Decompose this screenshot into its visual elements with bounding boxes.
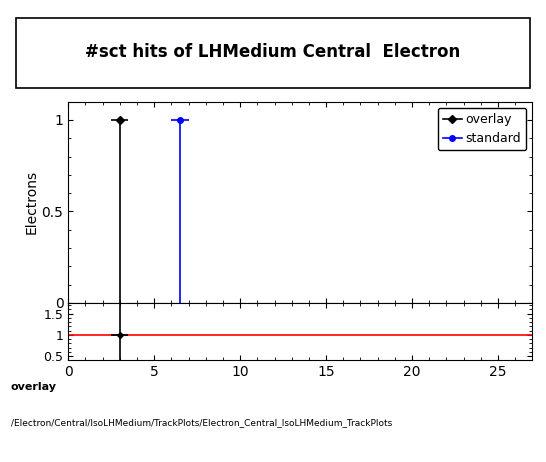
FancyBboxPatch shape xyxy=(16,18,530,88)
Text: #sct hits of LHMedium Central  Electron: #sct hits of LHMedium Central Electron xyxy=(85,43,461,61)
Text: /Electron/Central/IsoLHMedium/TrackPlots/Electron_Central_IsoLHMedium_TrackPlots: /Electron/Central/IsoLHMedium/TrackPlots… xyxy=(11,418,392,427)
Legend: overlay, standard: overlay, standard xyxy=(438,108,526,150)
Text: overlay: overlay xyxy=(11,383,57,392)
Y-axis label: Electrons: Electrons xyxy=(25,170,39,234)
